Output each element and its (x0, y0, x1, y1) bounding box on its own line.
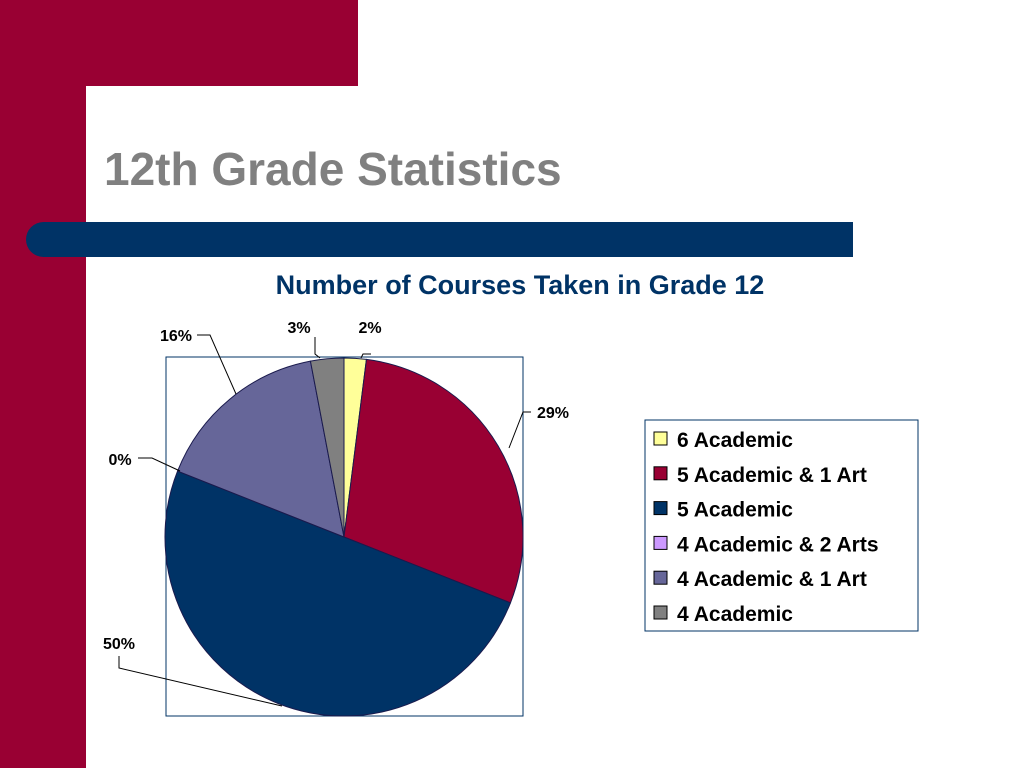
legend-label-4-academic: 4 Academic (677, 603, 793, 626)
legend-label-4-academic-1-art: 4 Academic & 1 Art (677, 568, 867, 591)
data-labels: 2% 29% 50% 0% 16% 3% (103, 320, 569, 653)
legend-swatch-5-academic (653, 501, 668, 516)
pie-slices (164, 357, 524, 717)
top-accent-band (86, 0, 358, 86)
leader-line-4-academic-1-art (197, 334, 237, 395)
pie-slice-5-academic (164, 470, 512, 717)
data-label-4-academic-2-arts: 0% (108, 452, 131, 469)
data-label-6-academic: 2% (358, 320, 381, 337)
data-label-5-academic: 50% (103, 636, 135, 653)
left-accent-band (0, 0, 86, 768)
chart-title: Number of Courses Taken in Grade 12 (276, 270, 765, 300)
data-label-4-academic-1-art: 16% (160, 328, 192, 345)
legend: 6 Academic 5 Academic & 1 Art 5 Academic 4 … (644, 419, 919, 632)
legend-label-5-academic-1-art: 5 Academic & 1 Art (677, 464, 867, 487)
legend-label-4-academic-2-arts: 4 Academic & 2 Arts (677, 533, 879, 556)
leader-line-4-academic (314, 337, 321, 359)
content-corner (86, 86, 146, 146)
leader-line-5-academic-1-art (508, 411, 531, 449)
data-label-4-academic: 3% (287, 320, 310, 337)
legend-swatch-4-academic-1-art (653, 570, 668, 585)
pie-slice-4-academic (309, 357, 345, 538)
leader-line-5-academic (118, 656, 283, 707)
data-label-5-academic-1-art: 29% (537, 405, 569, 422)
legend-swatch-5-academic-1-art (653, 466, 668, 481)
legend-label-5-academic: 5 Academic (677, 499, 793, 522)
slide-title: 12th Grade Statistics (104, 143, 562, 195)
legend-box (644, 419, 919, 632)
pie-slice-5-academic-1-art (343, 358, 524, 604)
pie-slice-4-academic-1-art (176, 360, 345, 538)
title-underline-bar (26, 222, 853, 257)
leader-line-6-academic (360, 353, 371, 359)
leader-line-4-academic-2-arts (138, 457, 181, 472)
legend-label-6-academic: 6 Academic (677, 429, 793, 452)
legend-swatch-6-academic (653, 431, 668, 446)
leader-lines (118, 334, 531, 707)
legend-swatch-4-academic-2-arts (653, 535, 668, 550)
legend-swatch-4-academic (653, 605, 668, 620)
